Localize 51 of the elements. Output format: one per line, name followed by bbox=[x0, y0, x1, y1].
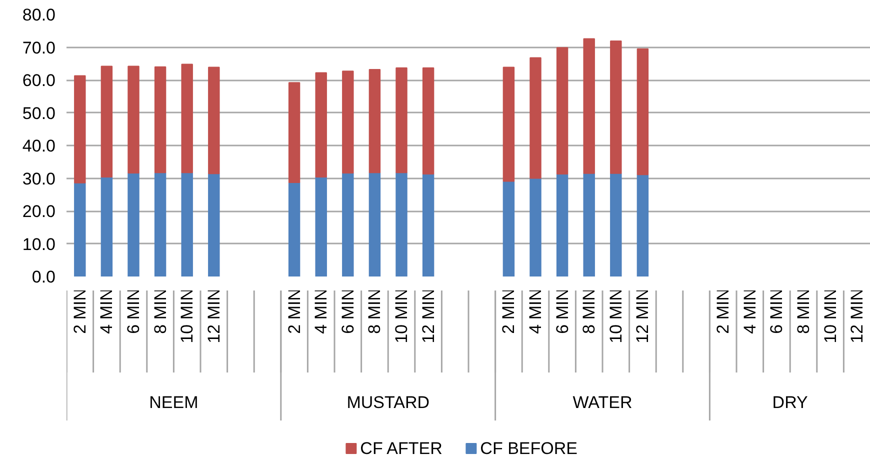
bar bbox=[315, 176, 327, 276]
text: WATER bbox=[572, 393, 632, 412]
bar bbox=[154, 172, 166, 276]
bar bbox=[502, 66, 515, 182]
y-tick-label: 80.0 bbox=[22, 6, 56, 24]
bar bbox=[502, 180, 515, 276]
y-tick-label: 10.0 bbox=[22, 234, 56, 254]
bar bbox=[342, 172, 354, 276]
bar bbox=[368, 69, 381, 174]
bar bbox=[315, 72, 327, 178]
text: MUSTARD bbox=[346, 393, 430, 412]
y-tick-label: 60.0 bbox=[22, 71, 56, 90]
bar bbox=[610, 172, 622, 276]
bar bbox=[128, 66, 140, 174]
bar bbox=[556, 47, 568, 174]
bar bbox=[530, 57, 542, 179]
legend-label: CF AFTER bbox=[360, 439, 442, 458]
y-tick-label: 0.0 bbox=[32, 268, 56, 286]
text: DRY bbox=[772, 393, 808, 412]
bar bbox=[288, 82, 300, 184]
bar bbox=[154, 66, 166, 174]
bar bbox=[100, 176, 113, 276]
bar bbox=[368, 172, 381, 276]
y-tick-label: 30.0 bbox=[22, 169, 56, 188]
bar bbox=[636, 174, 649, 276]
y-tick-label: 20.0 bbox=[22, 202, 56, 221]
bar bbox=[288, 182, 300, 276]
y-tick-label: 70.0 bbox=[22, 38, 56, 58]
text: NEEM bbox=[149, 393, 198, 412]
y-tick-label: 50.0 bbox=[22, 104, 56, 123]
bar bbox=[583, 172, 595, 276]
bar bbox=[422, 173, 434, 276]
bar bbox=[100, 66, 113, 178]
bar bbox=[74, 182, 86, 276]
bar bbox=[636, 48, 649, 176]
bar bbox=[208, 173, 220, 276]
bar bbox=[208, 66, 220, 174]
bar bbox=[610, 40, 622, 174]
bar bbox=[396, 67, 408, 174]
bar bbox=[128, 172, 140, 276]
bar bbox=[422, 67, 434, 174]
bar bbox=[583, 38, 595, 174]
bar bbox=[181, 172, 193, 276]
bar bbox=[530, 178, 542, 276]
bar bbox=[181, 64, 193, 174]
legend-label: CF BEFORE bbox=[480, 439, 578, 458]
y-tick-label: 40.0 bbox=[22, 136, 56, 156]
bar bbox=[556, 173, 568, 276]
bar bbox=[342, 70, 354, 174]
bar bbox=[396, 172, 408, 276]
bar bbox=[74, 75, 86, 184]
